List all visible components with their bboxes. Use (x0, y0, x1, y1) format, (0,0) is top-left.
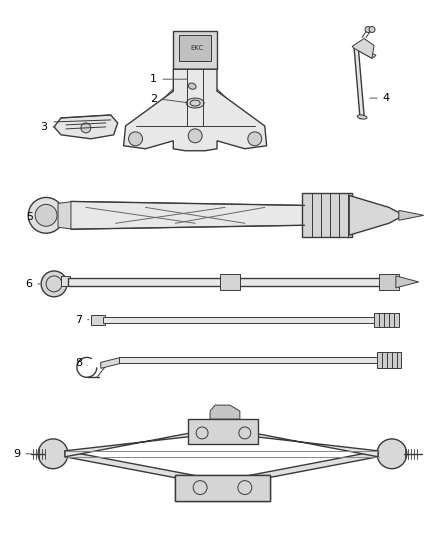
Polygon shape (103, 317, 379, 322)
Polygon shape (61, 276, 70, 286)
Polygon shape (58, 201, 74, 229)
Circle shape (369, 27, 375, 33)
Ellipse shape (357, 115, 367, 119)
Circle shape (35, 204, 57, 226)
Circle shape (81, 123, 91, 133)
Polygon shape (124, 69, 267, 151)
Circle shape (248, 132, 262, 146)
Polygon shape (175, 475, 270, 500)
Text: 1: 1 (150, 74, 157, 84)
Ellipse shape (186, 98, 204, 108)
Polygon shape (399, 211, 424, 220)
Polygon shape (101, 358, 120, 368)
Polygon shape (374, 313, 399, 327)
Polygon shape (377, 352, 401, 368)
Polygon shape (354, 45, 376, 58)
Circle shape (365, 27, 371, 33)
Polygon shape (222, 427, 378, 457)
Text: 7: 7 (75, 314, 82, 325)
Polygon shape (188, 419, 258, 444)
Polygon shape (71, 201, 304, 229)
Text: EKC: EKC (191, 45, 204, 51)
Text: 9: 9 (14, 449, 21, 459)
Text: 2: 2 (150, 94, 157, 104)
Circle shape (188, 129, 202, 143)
Polygon shape (222, 451, 378, 487)
Text: 3: 3 (41, 122, 48, 132)
Polygon shape (91, 314, 105, 325)
Polygon shape (352, 38, 374, 58)
Bar (179, 36, 211, 61)
Polygon shape (54, 115, 118, 139)
Polygon shape (303, 193, 352, 237)
Circle shape (28, 197, 64, 233)
Polygon shape (65, 427, 222, 457)
Bar (220, 274, 240, 290)
Polygon shape (210, 405, 240, 419)
Text: 8: 8 (75, 358, 82, 368)
Polygon shape (209, 81, 260, 141)
Polygon shape (354, 45, 364, 119)
Bar (173, 31, 217, 69)
Polygon shape (65, 451, 222, 487)
Text: 5: 5 (26, 212, 33, 222)
Polygon shape (181, 69, 209, 126)
Polygon shape (396, 276, 419, 288)
Text: 6: 6 (26, 279, 33, 289)
Ellipse shape (188, 83, 196, 89)
Circle shape (38, 439, 68, 469)
Circle shape (377, 439, 407, 469)
Bar (175, 475, 270, 500)
Polygon shape (131, 81, 181, 141)
Polygon shape (68, 278, 384, 286)
Circle shape (41, 271, 67, 297)
Polygon shape (349, 196, 404, 235)
Polygon shape (379, 274, 399, 290)
Polygon shape (119, 358, 384, 364)
Text: 4: 4 (382, 93, 389, 103)
Circle shape (129, 132, 142, 146)
